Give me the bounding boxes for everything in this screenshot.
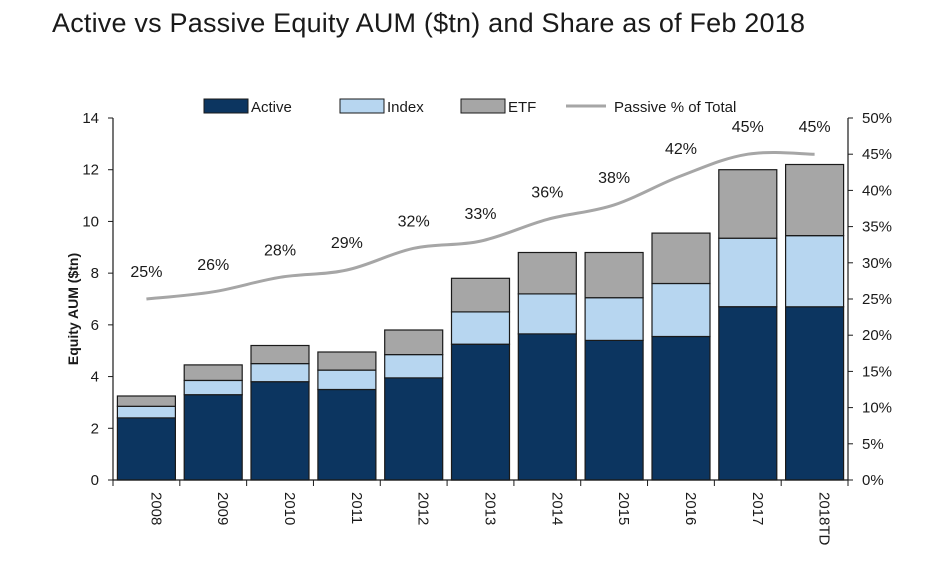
bar-active [317,388,377,481]
passive-share-label: 45% [732,119,764,136]
bar-index [718,237,778,308]
y2-tick-label: 15% [862,363,892,380]
y2-tick-label: 10% [862,400,892,417]
passive-share-label: 28% [264,242,296,259]
x-tick-label: 2008 [147,492,164,525]
bar-index [250,363,310,383]
passive-share-label: 45% [799,119,831,136]
y2-tick-label: 45% [862,146,892,163]
bar-index [584,297,644,342]
x-tick-label: 2017 [749,492,766,525]
bar-etf [651,232,711,285]
x-tick-label: 2016 [682,492,699,525]
bar-etf [116,395,177,407]
y-axis-title: Equity AUM ($tn) [65,253,81,365]
legend-swatch-etf [460,98,506,114]
y2-tick-label: 50% [862,110,892,127]
x-tick-label: 2013 [482,492,499,525]
legend-label-etf: ETF [508,99,536,116]
y2-tick-label: 40% [862,182,892,199]
y-tick-label: 12 [82,162,99,179]
y2-tick-label: 5% [862,436,884,453]
bar-etf [384,329,444,356]
x-tick-label: 2012 [415,492,432,525]
passive-share-label: 33% [464,206,496,223]
bar-index [116,405,177,419]
bar-index [384,354,444,379]
bar-active [517,333,577,481]
bar-etf [584,251,644,299]
legend-label-passive: Passive % of Total [614,99,736,116]
y-tick-label: 0 [91,472,99,489]
x-tick-label: 2018TD [816,492,833,546]
y-tick-label: 4 [91,369,99,386]
bar-index [183,379,243,396]
y-tick-label: 10 [82,213,99,230]
passive-share-line [146,150,815,301]
bar-active [718,306,778,481]
bar-active [183,394,243,481]
bar-etf [450,277,511,313]
axes-layer: 0 2 4 6 8 10 12 14 0% 5% 10% 15% 20% 25% 30% 35% 40% 45% 5… [65,110,892,546]
bar-active [384,377,444,481]
y2-tick-label: 35% [862,219,892,236]
bar-index [784,235,845,308]
legend-label-active: Active [251,99,292,116]
y-tick-label: 8 [91,265,99,282]
x-tick-label: 2011 [348,492,365,524]
legend-swatch-active [203,98,249,114]
bar-index [517,293,577,335]
passive-share-label: 36% [531,184,563,201]
passive-share-label: 32% [398,213,430,230]
legend-swatch-index [339,98,385,114]
x-tick-label: 2015 [615,492,632,525]
x-tick-label: 2010 [281,492,298,525]
bar-etf [317,351,377,371]
bar-etf [183,364,243,381]
y-tick-label: 6 [91,317,99,334]
bar-active [116,417,177,481]
passive-share-label: 42% [665,141,697,158]
bar-index [450,311,511,345]
y2-tick-label: 30% [862,255,892,272]
bar-etf [517,251,577,295]
line-layer: 25% 26% 28% 29% 32% 33% 36% 38% 42% 45% 45% [130,119,831,301]
x-tick-label: 2014 [548,492,565,525]
chart-title: Active vs Passive Equity AUM ($tn) and S… [52,8,806,38]
y-tick-label: 2 [91,420,99,437]
y2-tick-label: 25% [862,291,892,308]
bars-layer [116,163,845,481]
y2-tick-label: 20% [862,327,892,344]
legend-label-index: Index [387,99,424,116]
passive-share-label: 29% [331,235,363,252]
passive-share-label: 25% [130,264,162,281]
bar-active [450,343,511,481]
passive-share-label: 26% [197,257,229,274]
bar-etf [784,163,845,237]
bar-etf [718,169,778,239]
y-tick-label: 14 [82,110,99,127]
bar-active [784,306,845,481]
bar-active [250,381,310,481]
bar-active [651,335,711,481]
x-tick-label: 2009 [214,492,231,525]
bar-active [584,339,644,481]
bar-index [651,282,711,338]
bar-index [317,369,377,391]
legend: Active Index ETF Passive % of Total [203,98,736,116]
y2-tick-label: 0% [862,472,884,489]
bar-etf [250,344,310,365]
passive-share-label: 38% [598,170,630,187]
